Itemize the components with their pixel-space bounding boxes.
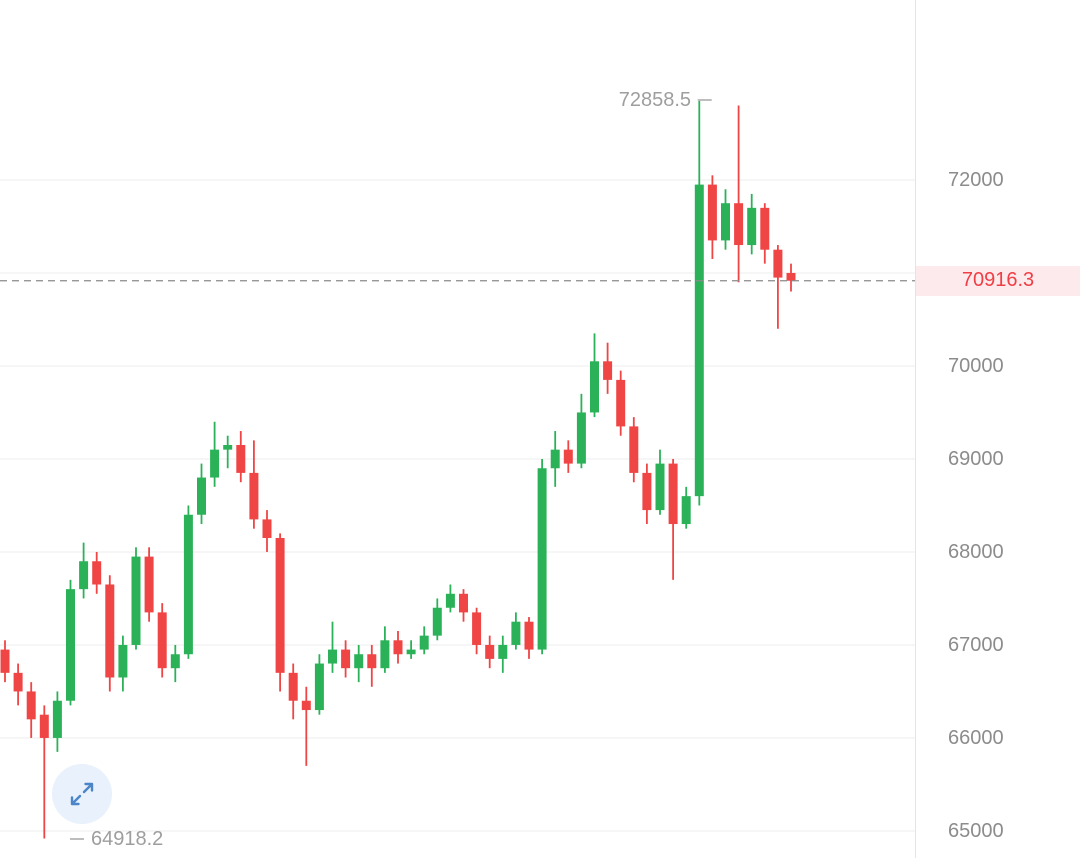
candle <box>66 579 75 706</box>
candle <box>616 370 626 436</box>
candle <box>380 626 390 673</box>
candle <box>537 458 547 655</box>
candle <box>262 510 272 552</box>
y-axis-tick-label: 70000 <box>948 354 1004 377</box>
candle <box>786 263 796 292</box>
expand-arrows-icon <box>70 782 94 806</box>
candle <box>445 584 455 613</box>
candle <box>524 617 534 659</box>
low-price-dash <box>70 837 84 840</box>
candle <box>328 621 337 673</box>
candle <box>144 547 154 622</box>
candle <box>590 333 599 418</box>
y-axis-tick-label: 69000 <box>948 447 1004 470</box>
candle <box>498 635 508 673</box>
candle <box>79 542 89 599</box>
candle <box>707 175 717 259</box>
y-axis-tick-label: 68000 <box>948 540 1004 563</box>
candle <box>52 691 62 752</box>
candle <box>183 505 193 659</box>
candle <box>629 417 639 483</box>
candle <box>157 603 167 678</box>
candle <box>432 598 442 641</box>
candle <box>288 663 298 720</box>
candle <box>576 393 586 469</box>
candle <box>721 189 730 250</box>
candle <box>563 440 573 473</box>
candle <box>131 547 141 650</box>
candle <box>13 663 23 706</box>
high-price-label: 72858.5 <box>619 89 712 111</box>
current-price-label: 70916.3 <box>916 265 1080 296</box>
candle <box>760 203 770 264</box>
candle <box>92 551 102 594</box>
candle <box>26 682 36 738</box>
candle <box>393 630 403 664</box>
candle <box>367 644 377 687</box>
candle <box>773 245 783 329</box>
low-price-label: 64918.2 <box>70 828 163 850</box>
candle <box>105 575 115 692</box>
y-axis-tick-label: 67000 <box>948 633 1004 656</box>
price-axis[interactable]: 70916.3 72000 70000 69000 68000 67000 66000 65… <box>915 0 1080 858</box>
candle <box>472 607 482 655</box>
candle <box>275 533 285 692</box>
candle <box>655 449 665 515</box>
candle <box>249 440 259 529</box>
candle <box>511 612 521 650</box>
candle <box>0 640 10 683</box>
candle <box>341 640 351 678</box>
expand-chart-button[interactable] <box>52 764 112 824</box>
high-price-dash <box>698 99 712 102</box>
candle <box>314 654 324 715</box>
candle <box>642 463 652 525</box>
candle <box>603 342 613 394</box>
candle <box>459 589 468 622</box>
candle <box>236 431 246 483</box>
candle <box>668 458 678 580</box>
candle <box>197 463 206 525</box>
y-axis-tick-label: 65000 <box>948 819 1004 842</box>
candle <box>301 686 311 766</box>
low-price-text: 64918.2 <box>91 827 164 850</box>
y-axis-tick-label: 66000 <box>948 726 1004 749</box>
candle <box>354 644 364 683</box>
candle <box>39 705 49 839</box>
candle <box>170 644 180 683</box>
candle <box>485 635 495 669</box>
candle <box>747 193 757 255</box>
candle <box>694 100 704 506</box>
candle <box>223 435 233 469</box>
candle <box>419 626 429 655</box>
y-axis-tick-label: 72000 <box>948 168 1004 191</box>
candle <box>681 486 691 529</box>
candle <box>210 421 220 487</box>
candle <box>550 431 560 487</box>
high-price-text: 72858.5 <box>618 89 691 112</box>
candle <box>118 635 128 692</box>
candle <box>406 640 416 659</box>
candle <box>734 105 744 283</box>
candlestick-chart[interactable] <box>0 0 915 858</box>
